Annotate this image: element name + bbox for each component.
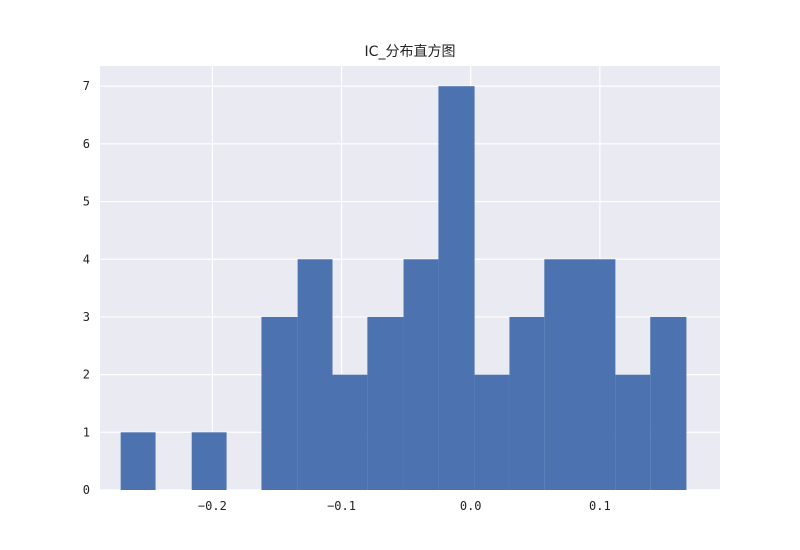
histogram-bar [332, 374, 368, 490]
histogram-bars [120, 86, 687, 490]
histogram-bar [580, 259, 616, 490]
x-tick-label: 0.0 [460, 499, 482, 513]
histogram-bar [615, 374, 651, 490]
histogram-bar [438, 86, 475, 490]
histogram-bar [403, 259, 439, 490]
histogram-bar [191, 432, 227, 490]
histogram-bar [367, 316, 404, 490]
histogram-bar [474, 374, 510, 490]
x-tick-label: 0.1 [589, 499, 611, 513]
y-tick-label: 3 [83, 310, 90, 324]
y-tick-label: 4 [83, 252, 90, 266]
histogram-bar [261, 316, 298, 490]
chart-title: IC_分布直方图 [365, 43, 456, 60]
y-tick-label: 2 [83, 368, 90, 382]
x-tick-label: −0.2 [198, 499, 227, 513]
histogram-bar [297, 259, 333, 490]
histogram-bar [650, 316, 687, 490]
x-tick-label: −0.1 [327, 499, 356, 513]
y-axis-ticks: 0 1 2 3 4 5 6 7 [83, 79, 90, 497]
y-tick-label: 7 [83, 79, 90, 93]
y-tick-label: 0 [83, 483, 90, 497]
histogram-bar [509, 316, 545, 490]
y-tick-label: 5 [83, 195, 90, 209]
y-tick-label: 6 [83, 137, 90, 151]
x-axis-ticks: −0.2 −0.1 0.0 0.1 [198, 499, 611, 513]
histogram-bar [120, 432, 156, 490]
histogram-bar [544, 259, 581, 490]
y-tick-label: 1 [83, 425, 90, 439]
